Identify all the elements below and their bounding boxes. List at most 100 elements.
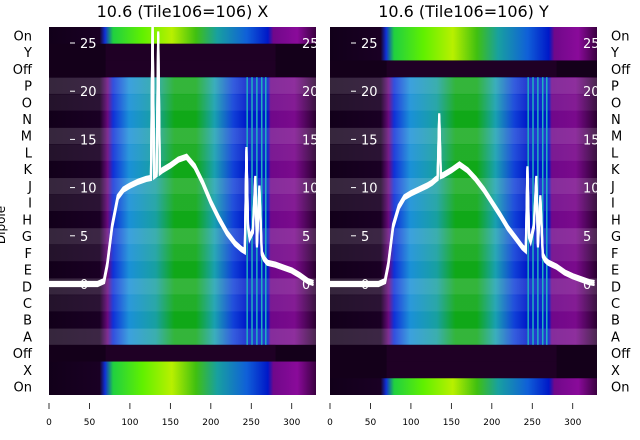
xtick-label: 200	[202, 418, 219, 428]
row-label: O	[611, 96, 621, 111]
row-label: On	[611, 381, 629, 396]
heatmap-row-shade	[386, 60, 557, 78]
heatmap-row	[49, 144, 316, 162]
row-label: A	[23, 330, 32, 345]
heatmap-row	[330, 127, 597, 145]
heatmap-row	[330, 144, 597, 162]
row-label: Off	[13, 347, 33, 362]
heatmap-row	[49, 227, 316, 245]
overlay-ytick-label: 5	[361, 230, 369, 245]
row-label: P	[611, 80, 619, 95]
row-label: X	[611, 364, 620, 379]
heatmap-row	[49, 160, 316, 179]
row-label: O	[22, 96, 32, 111]
overlay-ytick-label-right: 0	[583, 278, 591, 293]
heatmap-stripe	[541, 77, 544, 345]
overlay-ytick-label-right: 25	[583, 37, 600, 52]
heatmap-stripe	[546, 77, 548, 345]
row-label: G	[611, 230, 621, 245]
overlay-ytick-label-right: 20	[583, 85, 600, 100]
panels: 10.6 (Tile106=106) X 0 0 5 5 10 10 15 15 20 20 25 25…	[0, 2, 631, 428]
xtick-label: 250	[243, 418, 260, 428]
row-label: C	[23, 297, 32, 312]
row-label: J	[610, 180, 615, 195]
row-label: F	[25, 247, 32, 262]
row-label: Y	[23, 46, 32, 61]
row-label: I	[611, 197, 615, 212]
xtick-label: 100	[402, 418, 419, 428]
heatmap-row	[49, 177, 316, 195]
xtick-label: 50	[365, 418, 377, 428]
chart-title: 10.6 (Tile106=106) X	[97, 2, 269, 21]
overlay-ytick-label: 15	[361, 133, 378, 148]
row-label: D	[22, 280, 32, 295]
heatmap-stripe	[251, 77, 253, 345]
heatmap-row	[330, 194, 597, 212]
heatmap-row	[49, 93, 316, 112]
heatmap-row-shade	[105, 43, 276, 61]
row-label: M	[611, 130, 622, 145]
overlay-ytick-label: 15	[80, 133, 97, 148]
heatmap-stripe	[260, 77, 263, 345]
heatmap-row	[49, 328, 316, 346]
overlay-ytick-label: 20	[80, 85, 97, 100]
heatmap-row	[330, 27, 597, 45]
overlay-ytick-label-right: 5	[302, 230, 310, 245]
row-label: E	[24, 264, 32, 279]
heatmap-row	[330, 311, 597, 329]
overlay-ytick-label-right: 25	[302, 37, 319, 52]
xtick-label: 0	[46, 418, 52, 428]
overlay-ytick-label: 5	[80, 230, 88, 245]
heatmap-row	[330, 77, 597, 95]
overlay-ytick-label: 20	[361, 85, 378, 100]
row-label: On	[14, 381, 32, 396]
overlay-ytick-label-right: 10	[302, 182, 319, 197]
heatmap-row-shade	[386, 344, 557, 363]
heatmap-row	[330, 277, 597, 296]
row-label: L	[611, 146, 619, 161]
heatmap-row-shade	[105, 344, 276, 363]
row-label: P	[24, 80, 32, 95]
row-label: B	[23, 314, 32, 329]
heatmap-row	[49, 277, 316, 296]
overlay-ytick-label: 10	[80, 182, 97, 197]
xtick-label: 200	[483, 418, 500, 428]
heatmap-row	[49, 378, 316, 395]
row-label: H	[611, 213, 621, 228]
heatmap-row	[49, 110, 316, 128]
heatmap-row	[49, 294, 316, 312]
row-label: I	[28, 197, 32, 212]
panel-x: 10.6 (Tile106=106) X 0 0 5 5 10 10 15 15 20 20 25 25…	[0, 2, 319, 428]
heatmap-row	[49, 127, 316, 145]
heatmap-row	[330, 211, 597, 229]
row-label: Off	[13, 63, 33, 78]
heatmap-row	[49, 77, 316, 95]
row-label: H	[22, 213, 32, 228]
overlay-ytick-label-right: 20	[302, 85, 319, 100]
heatmap-row	[49, 244, 316, 262]
row-label: B	[611, 314, 620, 329]
row-label: D	[611, 280, 621, 295]
heatmap-row-shade	[105, 60, 276, 78]
overlay-ytick-label-right: 10	[583, 182, 600, 197]
xtick-label: 100	[121, 418, 138, 428]
heatmap-row	[49, 311, 316, 329]
heatmap-row	[330, 244, 597, 262]
row-label: On	[14, 29, 32, 44]
xtick-label: 0	[327, 418, 333, 428]
heatmap-row	[49, 361, 316, 379]
row-label: F	[611, 247, 618, 262]
heatmap-row-shade	[386, 361, 557, 379]
row-label: L	[25, 146, 33, 161]
xtick-label: 250	[524, 418, 541, 428]
heatmap-row	[330, 177, 597, 195]
row-label: K	[611, 163, 620, 178]
y-axis-label: Dipole	[0, 206, 8, 244]
heatmap-row	[330, 227, 597, 245]
row-label: Off	[611, 347, 631, 362]
row-label: M	[21, 130, 32, 145]
xtick-label: 50	[84, 418, 96, 428]
